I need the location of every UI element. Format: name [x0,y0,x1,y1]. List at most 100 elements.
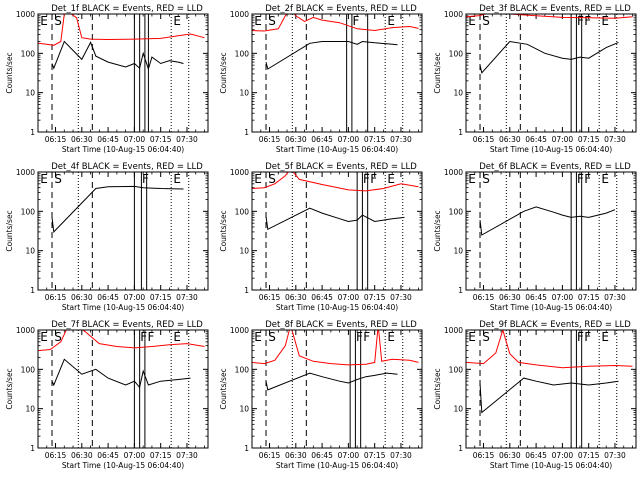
x-tick-label: 06:45 [311,293,333,302]
y-tick-label: 10 [453,89,463,98]
y-tick-label: 1000 [16,168,35,177]
annotation-label: E [254,172,262,186]
annotation-label: S [54,14,62,28]
annotation-label: E [254,14,262,28]
panel-title: Det_1f BLACK = Events, RED = LLD [51,4,203,14]
x-tick-label: 06:15 [45,451,67,460]
y-axis-label: Counts/sec [433,368,442,409]
plot-frame [37,13,209,133]
y-tick-label: 1 [244,286,249,295]
x-tick-label: 07:15 [150,293,172,302]
x-tick-label: 06:45 [525,451,547,460]
x-tick-label: 07:00 [124,293,146,302]
y-tick-label: 1 [30,286,35,295]
x-tick-label: 07:30 [390,135,412,144]
x-axis-label: Start Time (10-Aug-15 06:04:40) [276,303,398,312]
series-events [265,207,405,231]
x-tick-label: 06:45 [525,135,547,144]
x-tick-label: 07:00 [338,451,360,460]
annotation-label: F [577,172,584,186]
annotation-label: S [268,14,276,28]
x-tick-label: 07:00 [552,135,574,144]
panel-title: Det_2f BLACK = Events, RED = LLD [265,4,417,14]
annotation-label: E [40,14,48,28]
y-tick-label: 100 [235,207,250,216]
y-tick-label: 1000 [230,326,249,335]
y-tick-label: 10 [25,405,35,414]
y-tick-label: 10 [25,247,35,256]
annotation-label: E [601,172,609,186]
x-tick-label: 06:30 [71,451,93,460]
y-tick-label: 1000 [444,326,463,335]
x-tick-label: 07:30 [176,451,198,460]
panel-det-7: Det_7f BLACK = Events, RED = LLD Counts/s… [5,320,209,470]
x-tick-label: 07:30 [604,451,626,460]
plot-frame [251,13,423,133]
annotation-label: E [468,14,476,28]
x-tick-label: 07:00 [124,451,146,460]
y-tick-label: 1 [458,286,463,295]
series-events [51,185,184,233]
x-tick-label: 06:15 [45,135,67,144]
x-tick-label: 06:45 [97,451,119,460]
x-tick-label: 06:45 [525,293,547,302]
series-lld [38,14,205,46]
annotation-label: E [601,330,609,344]
y-tick-label: 1000 [16,326,35,335]
y-tick-label: 1000 [230,10,249,19]
y-tick-label: 100 [235,49,250,58]
x-tick-label: 06:45 [311,135,333,144]
annotation-label: F [363,172,370,186]
x-axis-label: Start Time (10-Aug-15 06:04:40) [62,303,184,312]
x-tick-label: 06:30 [285,451,307,460]
annotation-label: S [482,172,490,186]
x-tick-label: 06:15 [259,135,281,144]
annotation-label: F [584,330,591,344]
x-axis-label: Start Time (10-Aug-15 06:04:40) [490,303,612,312]
y-tick-label: 10 [453,405,463,414]
x-tick-label: 07:00 [338,135,360,144]
x-axis-label: Start Time (10-Aug-15 06:04:40) [62,461,184,470]
plot-frame [465,329,637,449]
annotation-label: S [268,330,276,344]
annotation-label: S [482,14,490,28]
y-tick-label: 1000 [230,168,249,177]
panel-title: Det_9f BLACK = Events, RED = LLD [479,320,631,330]
x-tick-label: 07:30 [176,293,198,302]
annotation-label: F [584,172,591,186]
x-tick-label: 06:45 [311,451,333,460]
annotation-label: F [577,14,584,28]
y-axis-label: Counts/sec [219,210,228,251]
plot-frame [251,171,423,291]
annotation-label: E [173,330,181,344]
panel-det-4: Det_4f BLACK = Events, RED = LLD Counts/s… [5,162,209,312]
plot-frame [465,171,637,291]
x-tick-label: 06:30 [71,135,93,144]
panel-det-5: Det_5f BLACK = Events, RED = LLD Counts/s… [219,162,423,312]
y-tick-label: 10 [239,89,249,98]
x-tick-label: 07:30 [390,451,412,460]
y-axis-label: Counts/sec [219,368,228,409]
x-tick-label: 06:15 [473,451,495,460]
annotation-label: S [54,172,62,186]
y-axis-label: Counts/sec [433,210,442,251]
y-axis-label: Counts/sec [5,210,14,251]
panel-det-8: Det_8f BLACK = Events, RED = LLD Counts/s… [219,320,423,470]
annotation-label: E [468,172,476,186]
x-tick-label: 07:00 [552,451,574,460]
annotation-label: E [173,14,181,28]
x-tick-label: 06:15 [259,293,281,302]
x-tick-label: 07:30 [176,135,198,144]
series-events [479,377,619,414]
panel-det-1: Det_1f BLACK = Events, RED = LLD Counts/s… [5,4,209,154]
y-axis-label: Counts/sec [5,368,14,409]
series-events [51,358,191,389]
x-tick-label: 06:45 [97,135,119,144]
x-tick-label: 07:00 [552,293,574,302]
panel-title: Det_6f BLACK = Events, RED = LLD [479,162,631,172]
y-tick-label: 10 [239,405,249,414]
series-lld [252,14,419,32]
annotation-label: E [387,14,395,28]
annotation-label: E [387,172,395,186]
y-tick-label: 100 [21,49,36,58]
